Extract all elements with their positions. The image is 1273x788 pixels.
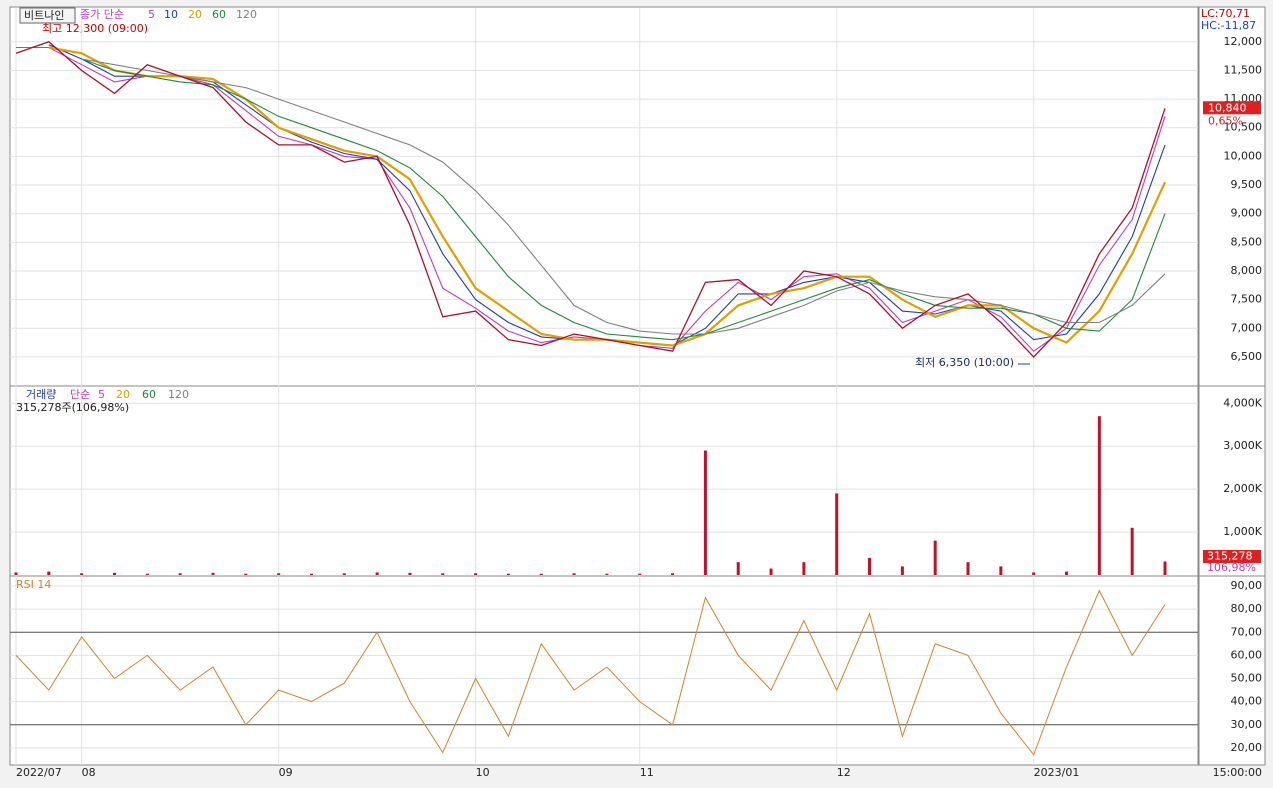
x-tick-label: 08: [82, 766, 96, 779]
y-tick-label: 8,000: [1231, 264, 1263, 277]
x-tick-label: 2023/01: [1034, 766, 1080, 779]
bar: [900, 566, 904, 575]
y-tick-label: 50,00: [1231, 672, 1263, 685]
hc-label: HC:-11,87: [1201, 19, 1256, 32]
volume-last: 315,278: [1207, 550, 1253, 563]
y-tick-label: 2,000K: [1223, 482, 1262, 495]
y-tick-label: 80,00: [1231, 602, 1263, 615]
bar: [474, 573, 478, 575]
bar: [506, 573, 510, 575]
bar: [47, 571, 51, 575]
y-tick-label: 9,500: [1231, 178, 1263, 191]
bar: [1163, 561, 1167, 575]
x-tick-label: 09: [279, 766, 293, 779]
panel-title: RSI 14: [16, 578, 51, 591]
y-tick-label: 8,500: [1231, 235, 1263, 248]
high-note: 최고 12,300 (09:00): [42, 22, 148, 35]
rsi-line: [15, 589, 1166, 756]
y-tick-label: 40,00: [1231, 695, 1263, 708]
volume-ratio: 106,98%: [1207, 561, 1256, 574]
bar: [1130, 527, 1134, 575]
bar: [211, 572, 215, 575]
y-tick-label: 10,000: [1224, 149, 1263, 162]
y-tick-label: 11,500: [1224, 63, 1263, 76]
bar: [408, 572, 412, 575]
low-note: 최저 6,350 (10:00): [915, 356, 1014, 369]
bar: [1097, 416, 1101, 575]
legend-entry: 5: [98, 388, 105, 401]
bar: [835, 493, 839, 575]
bar: [80, 573, 84, 575]
legend-entry: 20: [116, 388, 130, 401]
bar: [605, 573, 609, 575]
bar: [342, 573, 346, 575]
volume-info: 315,278주(106,98%): [16, 401, 129, 414]
bar: [572, 573, 576, 575]
bar: [244, 573, 248, 575]
bar: [966, 562, 970, 575]
bar: [999, 566, 1003, 575]
legend-entry: 60: [142, 388, 156, 401]
bar: [638, 573, 642, 575]
legend-label: 단순: [70, 388, 90, 401]
bar: [802, 562, 806, 575]
y-tick-label: 6,500: [1231, 350, 1263, 363]
ticker-box: [19, 7, 76, 24]
last-price: 10,840: [1208, 101, 1247, 114]
bar: [769, 568, 773, 575]
legend-label: 종가 단순: [80, 8, 124, 21]
bar: [441, 573, 445, 575]
x-tick-label: 2022/07: [16, 766, 62, 779]
bar: [178, 573, 182, 575]
y-tick-label: 7,500: [1231, 293, 1263, 306]
x-tick-label: 10: [476, 766, 490, 779]
ma-line: [81, 58, 1166, 335]
y-tick-label: 9,000: [1231, 207, 1263, 220]
bar: [375, 572, 379, 575]
y-tick-label: 10,500: [1224, 121, 1263, 134]
legend-entry: 10: [164, 8, 178, 21]
bar: [703, 450, 707, 575]
bar: [1032, 572, 1036, 575]
y-tick-label: 12,000: [1224, 35, 1263, 48]
bar: [671, 573, 675, 575]
y-tick-label: 7,000: [1231, 321, 1263, 334]
price-line: [15, 41, 1166, 358]
bar: [309, 573, 313, 575]
bar: [868, 557, 872, 575]
y-tick-label: 4,000K: [1223, 396, 1262, 409]
y-tick-label: 90,00: [1231, 579, 1263, 592]
x-tick-label: 11: [640, 766, 654, 779]
bar: [1065, 571, 1069, 575]
y-tick-label: 3,000K: [1223, 439, 1262, 452]
legend-entry: 120: [168, 388, 189, 401]
change-label: 0,65%: [1208, 114, 1243, 127]
bar: [277, 573, 281, 575]
ma-line: [16, 46, 1166, 352]
y-tick-label: 30,00: [1231, 718, 1263, 731]
legend-entry: 5: [148, 8, 155, 21]
x-tick-label: 12: [837, 766, 851, 779]
y-tick-label: 1,000K: [1223, 525, 1262, 538]
legend-entry: 120: [236, 8, 257, 21]
bar: [145, 573, 149, 575]
lc-label: LC:70,71: [1201, 7, 1250, 20]
bar: [14, 572, 18, 575]
volume-tag: [1203, 550, 1261, 563]
y-tick-label: 60,00: [1231, 648, 1263, 661]
ticker: 비트나인: [24, 9, 64, 22]
panel-title: 거래량: [26, 388, 56, 401]
bar: [112, 572, 116, 575]
bar: [736, 562, 740, 575]
y-tick-label: 20,00: [1231, 741, 1263, 754]
legend-entry: 20: [188, 8, 202, 21]
y-tick-label: 70,00: [1231, 625, 1263, 638]
time-label: 15:00:00: [1213, 766, 1262, 779]
bar: [539, 573, 543, 575]
bar: [933, 540, 937, 575]
price-tag: [1203, 101, 1261, 115]
legend-entry: 60: [212, 8, 226, 21]
